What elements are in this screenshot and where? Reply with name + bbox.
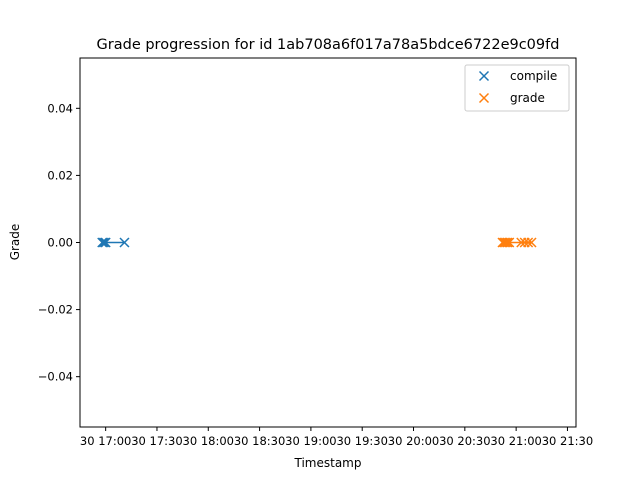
legend-box — [464, 64, 570, 112]
y-tick-label: 0.00 — [47, 236, 73, 250]
y-tick-label: −0.02 — [38, 303, 73, 317]
data-point-grade — [504, 237, 515, 248]
x-tick-label: 30 17:30 — [131, 434, 182, 448]
x-axis-label: Timestamp — [294, 456, 362, 470]
data-point-grade — [523, 237, 534, 248]
series-grade — [497, 237, 537, 248]
series-compile — [97, 237, 130, 248]
data-point-grade — [502, 237, 513, 248]
data-point-grade — [526, 237, 537, 248]
legend-marker-compile — [478, 70, 490, 82]
legend-label-grade: grade — [510, 91, 545, 105]
legend: compile grade — [464, 64, 570, 112]
y-axis-label: Grade — [8, 224, 22, 261]
plot-area — [97, 237, 537, 248]
x-tick-label: 30 19:30 — [336, 434, 387, 448]
data-point-compile — [98, 237, 109, 248]
x-tick-label: 30 18:30 — [234, 434, 285, 448]
legend-marker-grade — [478, 92, 490, 104]
x-tick-label: 30 19:00 — [285, 434, 336, 448]
y-axis: 0.04 0.02 0.00 −0.02 −0.04 — [38, 101, 80, 384]
data-point-compile — [97, 237, 108, 248]
x-tick-label: 30 21:30 — [542, 434, 593, 448]
y-tick-label: 0.02 — [47, 168, 73, 182]
legend-label-compile: compile — [510, 69, 557, 83]
data-point-compile — [100, 237, 111, 248]
x-tick-label: 30 20:00 — [388, 434, 439, 448]
data-point-grade — [500, 237, 511, 248]
x-axis: 30 17:00 30 17:30 30 18:00 30 18:30 30 19:00… — [80, 427, 593, 448]
y-tick-label: −0.04 — [38, 370, 73, 384]
x-tick-label: 30 21:00 — [490, 434, 541, 448]
data-point-compile — [119, 237, 130, 248]
chart-title: Grade progression for id 1ab708a6f017a78… — [97, 37, 560, 53]
y-tick-label: 0.04 — [47, 101, 73, 115]
x-tick-label: 30 17:00 — [80, 434, 131, 448]
x-tick-label: 30 20:30 — [439, 434, 490, 448]
x-tick-label: 30 18:00 — [183, 434, 234, 448]
